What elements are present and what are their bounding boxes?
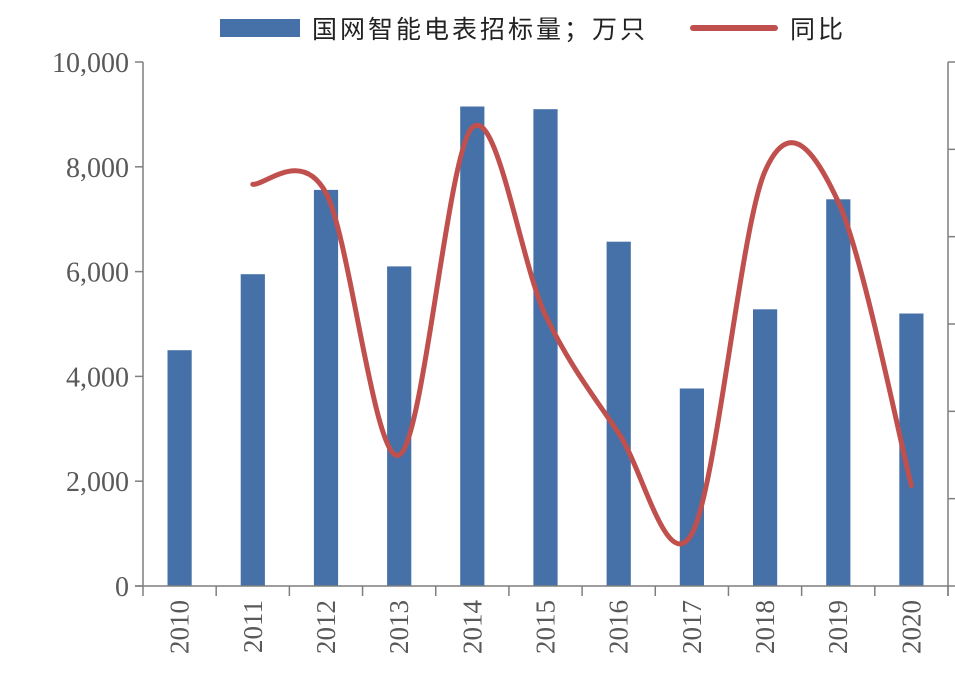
y-left-tick-label: 8,000 — [66, 153, 129, 184]
bar-2017 — [679, 388, 704, 586]
y-left-tick-label: 10,000 — [52, 48, 129, 79]
x-tick-label: 2011 — [238, 600, 268, 653]
bar-2016 — [606, 241, 631, 586]
legend-bar-label: 国网智能电表招标量；万只 — [312, 15, 649, 44]
bar-2018 — [753, 309, 778, 586]
x-tick-label: 2015 — [531, 600, 561, 654]
x-tick-label: 2020 — [896, 600, 926, 654]
x-tick-label: 2010 — [165, 600, 195, 654]
y-left-tick-label: 6,000 — [66, 258, 129, 289]
chart-legend: 国网智能电表招标量；万只 同比 — [220, 10, 846, 46]
x-tick-label: 2019 — [823, 600, 853, 654]
y-left-tick-label: 4,000 — [66, 362, 129, 393]
x-tick-label: 2017 — [677, 600, 707, 654]
x-tick-label: 2018 — [750, 600, 780, 654]
x-tick-label: 2013 — [384, 600, 414, 654]
bar-2015 — [533, 109, 558, 586]
legend-line-label: 同比 — [790, 15, 847, 44]
legend-item-line: 同比 — [648, 10, 846, 46]
bar-2013 — [387, 266, 412, 586]
y-left-tick-label: 0 — [115, 572, 129, 603]
bar-2019 — [826, 199, 851, 587]
x-tick-label: 2016 — [604, 600, 634, 654]
bar-2012 — [313, 189, 339, 586]
y-left-tick-label: 2,000 — [66, 467, 129, 498]
x-tick-label: 2012 — [311, 600, 341, 654]
bar-2014 — [460, 106, 485, 586]
x-tick-label: 2014 — [457, 600, 487, 655]
legend-bar-swatch — [220, 19, 300, 37]
bar-2011 — [240, 274, 265, 586]
yoy-line-series — [250, 122, 914, 547]
legend-item-bars: 国网智能电表招标量；万只 — [220, 10, 648, 46]
legend-line-swatch — [690, 25, 779, 31]
bar-2010 — [167, 350, 192, 586]
